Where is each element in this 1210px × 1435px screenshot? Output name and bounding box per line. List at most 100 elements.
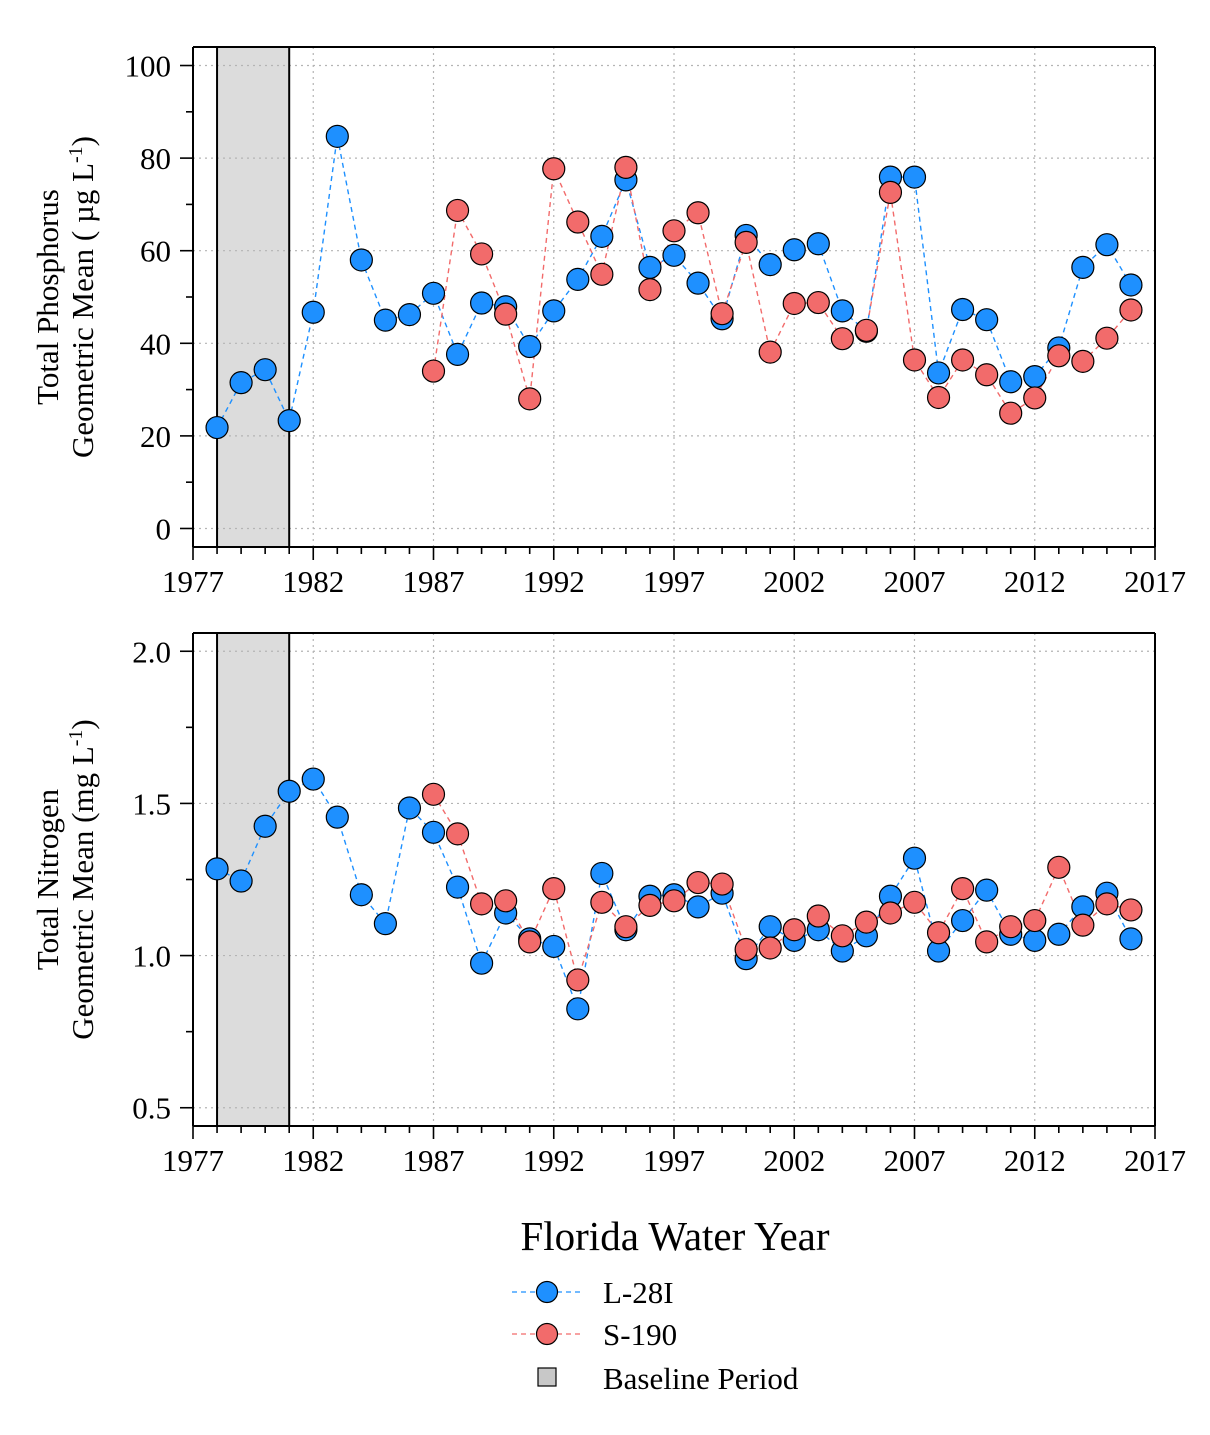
data-point-l-28i xyxy=(301,767,325,791)
data-point-l-28i xyxy=(349,248,373,272)
data-point-s-190 xyxy=(566,968,590,992)
data-point-l-28i xyxy=(205,415,229,440)
data-point-s-190 xyxy=(1047,855,1071,879)
data-point-s-190 xyxy=(445,198,470,223)
data-point-s-190 xyxy=(1071,349,1095,373)
legend-item-baseline: Baseline Period xyxy=(537,1361,799,1396)
legend-item-s190: S-190 xyxy=(512,1317,677,1352)
data-point-l-28i xyxy=(205,857,229,881)
data-point-l-28i xyxy=(686,895,710,919)
data-point-s-190 xyxy=(734,230,758,254)
data-point-l-28i xyxy=(758,915,782,939)
x-axis-title: Florida Water Year xyxy=(520,1213,829,1259)
x-tick-label: 2012 xyxy=(1004,1143,1066,1178)
data-point-l-28i xyxy=(686,271,710,295)
y-tick-label: 20 xyxy=(140,419,171,454)
data-point-s-190 xyxy=(1095,892,1119,916)
data-point-l-28i xyxy=(373,308,397,332)
data-point-s-190 xyxy=(710,872,734,896)
data-point-s-190 xyxy=(518,387,542,411)
legend-label-s190: S-190 xyxy=(603,1317,677,1352)
data-point-s-190 xyxy=(662,219,686,243)
data-point-l-28i xyxy=(566,997,590,1021)
legend-box-baseline xyxy=(537,1367,557,1387)
data-point-s-190 xyxy=(686,870,710,895)
data-point-s-190 xyxy=(806,290,830,315)
data-point-s-190 xyxy=(782,291,806,316)
data-point-l-28i xyxy=(445,342,470,367)
data-point-s-190 xyxy=(1023,908,1047,933)
y-tick-label: 60 xyxy=(140,234,171,269)
x-tick-label: 1982 xyxy=(282,1143,344,1178)
legend-item-l28i: L-28I xyxy=(512,1275,674,1310)
data-point-l-28i xyxy=(542,934,566,959)
x-tick-label: 2002 xyxy=(763,564,825,599)
x-tick-label: 2007 xyxy=(884,564,946,599)
data-point-s-190 xyxy=(542,157,566,181)
y-tick-label: 100 xyxy=(125,49,172,84)
data-point-l-28i xyxy=(1071,255,1095,279)
data-point-l-28i xyxy=(325,805,349,829)
data-point-s-190 xyxy=(566,210,590,234)
data-point-s-190 xyxy=(590,262,614,286)
x-tick-label: 1987 xyxy=(403,1143,465,1178)
data-point-l-28i xyxy=(975,308,999,332)
data-point-s-190 xyxy=(470,892,494,916)
data-point-l-28i xyxy=(1119,927,1143,951)
data-point-l-28i xyxy=(397,302,422,327)
data-point-s-190 xyxy=(830,327,854,351)
y-axis-title-line2: Geometric Mean ( µg L-1) xyxy=(65,136,100,458)
phosphorus-panel: 1977 1982 1987 1992 1997 2002 2007 2012 2017 0 20 4… xyxy=(30,46,1186,599)
data-point-s-190 xyxy=(1095,326,1119,350)
data-point-l-28i xyxy=(1023,928,1047,952)
data-point-s-190 xyxy=(926,385,951,410)
data-point-l-28i xyxy=(806,232,830,256)
data-point-l-28i xyxy=(253,358,277,382)
data-point-s-190 xyxy=(926,921,951,945)
data-point-l-28i xyxy=(325,124,349,148)
y-tick-label: 1.0 xyxy=(132,939,171,974)
baseline-period-shade xyxy=(217,633,290,1126)
data-point-l-28i xyxy=(902,846,927,870)
legend-label-baseline: Baseline Period xyxy=(603,1361,799,1396)
data-point-s-190 xyxy=(975,363,999,387)
y-tick-label: 80 xyxy=(140,141,171,176)
data-point-l-28i xyxy=(1047,922,1071,946)
data-point-l-28i xyxy=(662,243,686,267)
y-tick-label: 0 xyxy=(156,511,172,546)
y-axis-title-line1: Total Phosphorus xyxy=(30,189,65,405)
data-point-s-190 xyxy=(445,822,470,846)
data-point-l-28i xyxy=(1095,233,1119,257)
data-point-l-28i xyxy=(397,796,422,820)
data-point-s-190 xyxy=(975,930,999,954)
legend-label-l28i: L-28I xyxy=(603,1275,674,1310)
data-point-l-28i xyxy=(590,224,614,248)
data-point-s-190 xyxy=(878,901,903,925)
x-tick-label: 2007 xyxy=(884,1143,946,1178)
x-tick-label: 1992 xyxy=(523,564,585,599)
data-point-s-190 xyxy=(518,930,542,954)
data-point-l-28i xyxy=(830,299,854,323)
data-point-s-190 xyxy=(590,890,614,914)
x-tick-label: 1977 xyxy=(162,564,224,599)
data-point-s-190 xyxy=(830,924,854,948)
data-point-s-190 xyxy=(614,915,638,939)
data-point-l-28i xyxy=(421,281,446,305)
data-point-s-190 xyxy=(1023,386,1047,410)
data-point-s-190 xyxy=(1071,913,1095,937)
data-point-s-190 xyxy=(494,889,518,913)
data-point-s-190 xyxy=(806,904,830,928)
x-tick-label: 2002 xyxy=(763,1143,825,1178)
data-point-l-28i xyxy=(229,371,253,395)
data-point-s-190 xyxy=(854,318,879,342)
data-point-l-28i xyxy=(229,869,253,893)
x-tick-label: 1987 xyxy=(403,564,465,599)
data-point-s-190 xyxy=(758,936,782,960)
data-point-l-28i xyxy=(445,875,470,899)
legend-marker-s190 xyxy=(535,1322,559,1346)
y-tick-label: 0.5 xyxy=(132,1091,171,1126)
x-tick-label: 1997 xyxy=(643,564,705,599)
data-point-l-28i xyxy=(950,908,975,933)
x-tick-label: 2017 xyxy=(1124,564,1186,599)
data-point-s-190 xyxy=(710,302,734,326)
